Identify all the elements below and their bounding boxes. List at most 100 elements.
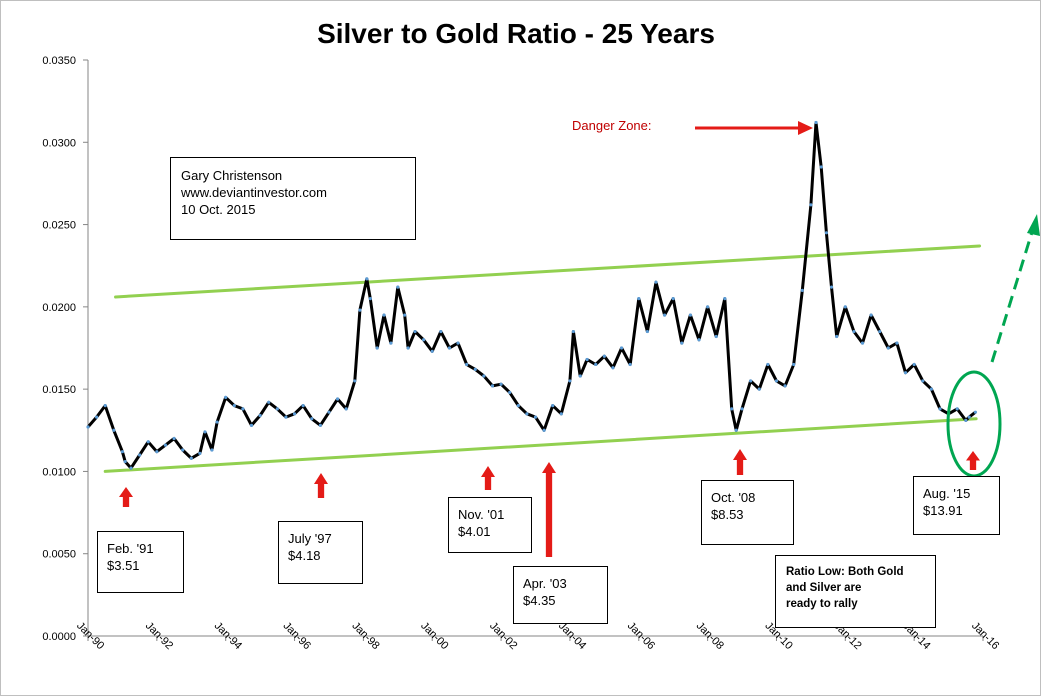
arrow-aug-15-shaft	[969, 459, 977, 470]
y-tick-label: 0.0350	[42, 55, 76, 67]
data-point	[327, 410, 331, 414]
arrow-oct-08-head	[733, 449, 747, 460]
data-point	[967, 415, 971, 419]
data-point	[921, 379, 925, 383]
data-point	[103, 404, 107, 408]
danger-zone-label: Danger Zone:	[572, 118, 652, 133]
data-point	[706, 305, 710, 309]
data-point	[275, 407, 279, 411]
data-point	[138, 453, 142, 457]
data-point	[112, 428, 116, 432]
data-point	[568, 379, 572, 383]
data-point	[654, 280, 658, 284]
data-point	[232, 404, 236, 408]
data-point	[181, 448, 185, 452]
data-point	[578, 374, 582, 378]
data-point	[835, 334, 839, 339]
data-point	[310, 417, 314, 421]
author-name: Gary Christenson	[181, 168, 283, 183]
arrow-apr-03-head	[542, 462, 556, 473]
ratio-low-note: Ratio Low: Both Gold and Silver are read…	[775, 555, 936, 628]
data-point	[594, 362, 598, 367]
data-point	[129, 466, 133, 470]
data-point	[120, 450, 125, 454]
y-tick-label: 0.0300	[42, 137, 76, 149]
y-tick-label: 0.0100	[42, 466, 76, 478]
data-point	[267, 400, 271, 404]
data-point	[869, 313, 873, 317]
data-point	[860, 341, 865, 345]
data-point	[912, 362, 916, 367]
callout-oct-08: Oct. '08 $8.53	[701, 480, 794, 545]
data-point	[258, 413, 262, 418]
upper-channel-line	[114, 244, 982, 299]
data-point	[749, 379, 753, 383]
data-point	[86, 425, 90, 429]
arrow-july-97-shaft	[317, 483, 325, 498]
data-point	[740, 407, 744, 411]
arrow-oct-08-shaft	[736, 459, 744, 475]
callout-oct-08-date: Oct. '08	[711, 490, 756, 505]
data-point	[318, 423, 322, 427]
data-point	[203, 430, 207, 434]
data-point	[628, 362, 632, 367]
data-point	[284, 415, 288, 419]
data-point	[723, 297, 727, 301]
data-point	[829, 285, 834, 289]
data-point	[396, 285, 400, 289]
data-point	[585, 357, 589, 362]
chart-title: Silver to Gold Ratio - 25 Years	[317, 18, 715, 49]
projection-arrow-head	[1027, 214, 1040, 236]
ratio-note-line-3: ready to rally	[786, 598, 858, 610]
data-point	[895, 341, 899, 345]
callout-apr-03-price: $4.35	[523, 593, 556, 608]
data-point	[413, 329, 417, 334]
data-point	[955, 407, 959, 411]
callout-nov-01-price: $4.01	[458, 524, 491, 539]
data-point	[516, 404, 520, 408]
data-point	[368, 297, 372, 301]
author-website: www.deviantinvestor.com	[181, 185, 327, 200]
data-point	[602, 354, 606, 358]
data-point	[878, 329, 882, 334]
data-point	[542, 428, 546, 432]
data-point	[406, 346, 410, 350]
data-point	[172, 436, 176, 441]
data-point	[249, 423, 254, 427]
y-tick-label: 0.0250	[42, 220, 76, 232]
data-point	[382, 313, 386, 317]
data-point	[783, 384, 787, 388]
callout-apr-03-date: Apr. '03	[523, 576, 567, 591]
callout-july-97: July '97 $4.18	[278, 521, 363, 584]
ratio-note-line-2: and Silver are	[786, 582, 862, 594]
callout-july-97-date: July '97	[288, 531, 332, 546]
data-point	[714, 334, 718, 339]
data-point	[301, 404, 305, 408]
data-point	[757, 387, 761, 391]
data-point	[508, 390, 512, 395]
callout-july-97-price: $4.18	[288, 548, 321, 563]
arrow-aug-15-head	[966, 451, 980, 461]
channel-lines	[103, 244, 982, 473]
y-tick-label: 0.0000	[42, 631, 76, 643]
data-point	[155, 450, 159, 454]
data-point	[734, 428, 738, 432]
series-group	[86, 120, 978, 470]
series-line	[86, 121, 977, 470]
data-point	[938, 407, 942, 411]
data-point	[490, 384, 495, 388]
data-point	[241, 407, 245, 411]
danger-arrow-head	[798, 121, 813, 135]
data-point	[852, 329, 856, 334]
data-point	[619, 346, 624, 350]
data-point	[645, 329, 649, 334]
arrow-july-97-head	[314, 473, 328, 484]
data-point	[792, 362, 796, 367]
data-point	[571, 329, 575, 334]
data-point	[814, 120, 818, 125]
data-point	[292, 412, 297, 416]
data-point	[422, 338, 426, 342]
data-point	[688, 313, 693, 317]
